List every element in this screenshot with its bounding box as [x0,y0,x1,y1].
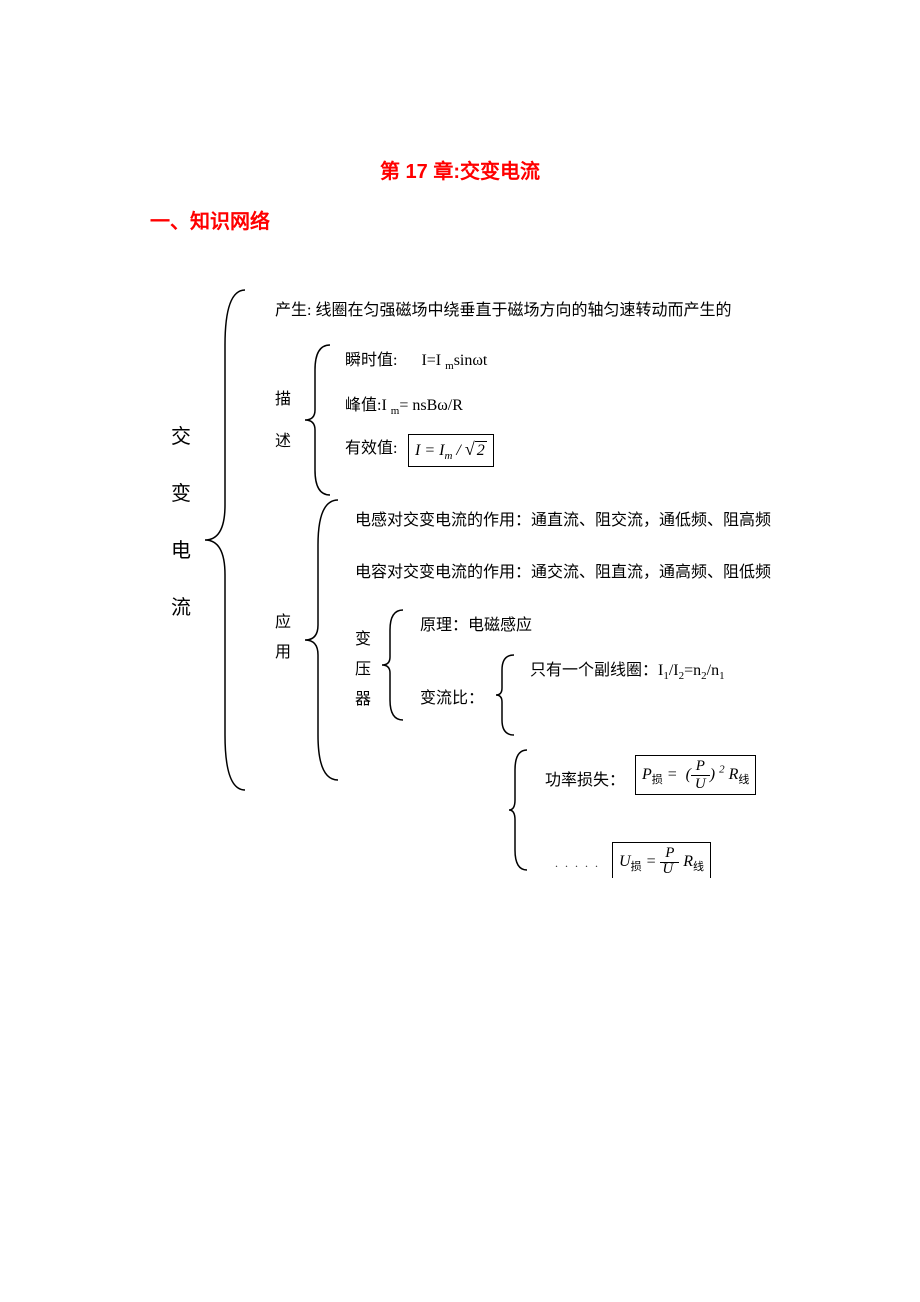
chapter-title: 第 17 章:交变电流 [0,155,920,184]
char: 电 [170,534,192,563]
char: 交 [170,420,192,449]
voltage-loss-formula: U损 = PUU R线 [619,853,704,870]
describe-brace [300,340,340,500]
produce-row: 产生: 线圈在匀强磁场中绕垂直于磁场方向的轴匀速转动而产生的 [275,300,731,322]
power-loss-formula: P损 = (PU) 2 R线 [642,766,749,783]
describe-label: 描 述 [275,385,295,451]
application-brace [300,495,350,785]
clip-mask [600,878,740,898]
rms-row: 有效值: [345,438,397,460]
ratio-brace [492,650,522,740]
transformer-brace [378,605,413,725]
ellipsis-text: . . . . . [555,855,600,872]
peak-label: 峰值: [345,397,381,414]
principle-label: 原理： [420,617,468,634]
power-loss-label: 功率损失： [545,770,625,792]
principle-text: 电磁感应 [468,617,532,634]
rms-label: 有效值: [345,440,397,457]
produce-label: 产生: [275,302,311,319]
transformer-label: 变 压 器 [355,625,375,709]
capacitor-text: 电容对交变电流的作用：通交流、阻直流，通高频、阻低频 [355,562,771,584]
power-loss-formula-box: P损 = (PU) 2 R线 [635,755,756,795]
page: 第 17 章:交变电流 一、知识网络 交 变 电 流 产生: 线圈在匀强磁场中绕… [0,0,920,1302]
rms-formula: I = Im / √2 [415,442,487,459]
main-brace [200,285,260,795]
instant-label: 瞬时值: [345,352,397,369]
instant-formula: I=I msinωt [421,352,487,369]
main-topic-label: 交 变 电 流 [170,420,192,620]
loss-brace [505,745,535,875]
instant-row: 瞬时值: I=I msinωt [345,350,487,375]
voltage-loss-formula-box: U损 = PUU R线 [612,842,711,882]
single-coil-text: 只有一个副线圈：I1/I2=n2/n1 [530,660,725,685]
rms-formula-box: I = Im / √2 [408,434,494,467]
peak-formula: I m= nsBω/R [381,397,462,414]
application-label: 应 用 [275,608,295,662]
char: 变 [170,477,192,506]
char: 流 [170,591,192,620]
inductor-text: 电感对交变电流的作用：通直流、阻交流，通低频、阻高频 [355,510,771,532]
principle-row: 原理：电磁感应 [420,615,532,637]
ratio-label: 变流比： [420,688,484,710]
section-heading: 一、知识网络 [150,205,270,234]
produce-text: 线圈在匀强磁场中绕垂直于磁场方向的轴匀速转动而产生的 [315,302,731,319]
peak-row: 峰值:I m= nsBω/R [345,395,463,420]
